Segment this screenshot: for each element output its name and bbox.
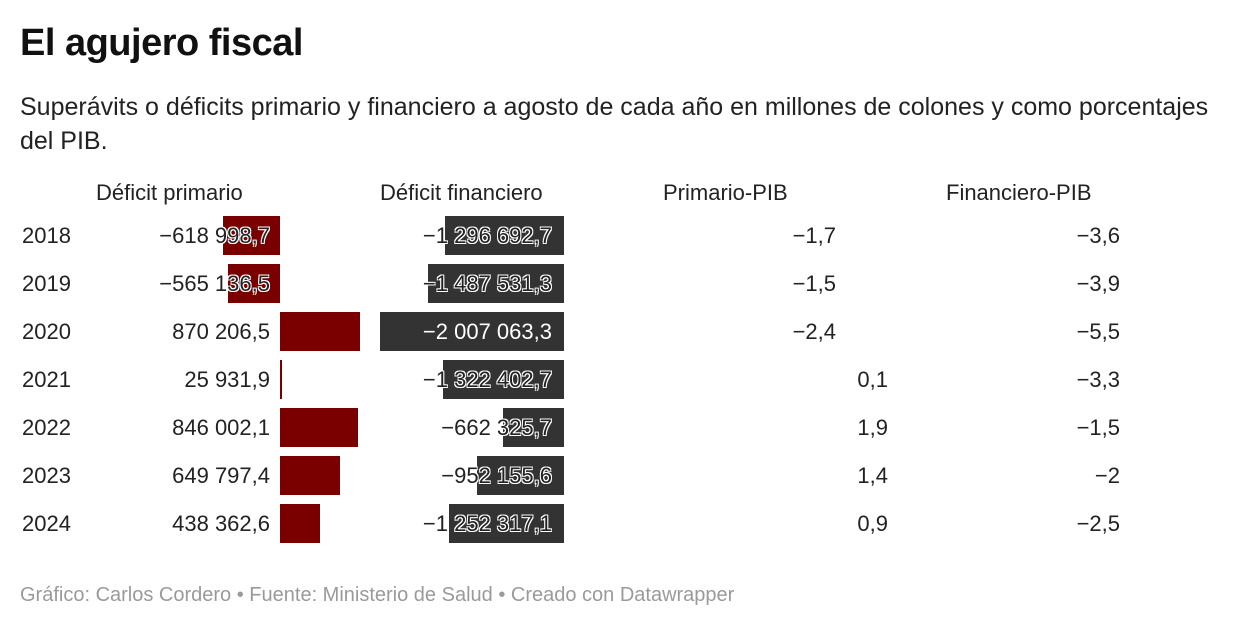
- bar-primario: [280, 360, 283, 399]
- table-row: 2018 −618 998,7 −1 296 692,7 −1,7 −3,6: [0, 216, 1240, 256]
- row-year: 2022: [22, 415, 71, 440]
- value-financiero-pib: −2: [1094, 463, 1120, 488]
- row-year: 2019: [22, 271, 71, 296]
- bar-financiero: [380, 312, 564, 351]
- column-header-primario-pib: Primario-PIB: [663, 180, 788, 205]
- value-financiero: −2 007 063,3: [422, 319, 552, 344]
- bar-financiero: [449, 504, 564, 543]
- value-primario: 649 797,4: [172, 463, 270, 488]
- value-primario-pib: 1,4: [857, 463, 888, 488]
- table-row: 2020 870 206,5 −2 007 063,3 −2,4 −5,5: [0, 312, 1240, 352]
- value-financiero-pib: −3,3: [1076, 367, 1120, 392]
- value-financiero-pib: −1,5: [1076, 415, 1120, 440]
- value-financiero: −1 487 531,3: [422, 271, 552, 296]
- value-primario: −565 136,5: [159, 271, 270, 296]
- row-year: 2021: [22, 367, 71, 392]
- bar-financiero: [445, 216, 564, 255]
- row-year: 2020: [22, 319, 71, 344]
- value-financiero: −1 252 317,1: [422, 511, 552, 536]
- value-primario-pib: 1,9: [857, 415, 888, 440]
- chart-subtitle: Superávits o déficits primario y financi…: [20, 93, 1209, 155]
- value-financiero: −662 325,7: [441, 415, 552, 440]
- value-primario-pib: −1,7: [792, 223, 836, 248]
- bar-primario: [280, 504, 321, 543]
- value-financiero-pib: −3,6: [1076, 223, 1120, 248]
- chart-title: El agujero fiscal: [20, 22, 303, 64]
- bar-primario: [280, 456, 340, 495]
- bar-primario: [280, 312, 360, 351]
- row-year: 2024: [22, 511, 71, 536]
- bar-primario: [223, 216, 280, 255]
- table-row: 2023 649 797,4 −952 155,6 1,4 −2: [0, 456, 1240, 496]
- column-header-financiero: Déficit financiero: [380, 180, 543, 205]
- table-row: 2021 25 931,9 −1 322 402,7 0,1 −3,3: [0, 360, 1240, 400]
- footer-credits: Gráfico: Carlos Cordero • Fuente: Minist…: [20, 584, 735, 606]
- value-financiero: −1 296 692,7: [422, 223, 552, 248]
- value-primario: −618 998,7: [159, 223, 270, 248]
- bar-financiero: [427, 264, 564, 303]
- value-primario: 846 002,1: [172, 415, 270, 440]
- table-row: 2024 438 362,6 −1 252 317,1 0,9 −2,5: [0, 504, 1240, 544]
- value-financiero-pib: −2,5: [1076, 511, 1120, 536]
- bar-financiero: [442, 360, 564, 399]
- table-row: 2019 −565 136,5 −1 487 531,3 −1,5 −3,9: [0, 264, 1240, 304]
- bar-financiero: [503, 408, 564, 447]
- value-financiero-pib: −5,5: [1076, 319, 1120, 344]
- bar-financiero: [476, 456, 564, 495]
- row-year: 2018: [22, 223, 71, 248]
- value-financiero: −1 322 402,7: [422, 367, 552, 392]
- bar-primario: [280, 408, 358, 447]
- row-year: 2023: [22, 463, 71, 488]
- column-header-primario: Déficit primario: [96, 180, 243, 205]
- bar-primario: [228, 264, 280, 303]
- value-primario: 438 362,6: [172, 511, 270, 536]
- value-financiero: −952 155,6: [441, 463, 552, 488]
- column-header-financiero-pib: Financiero-PIB: [946, 180, 1092, 205]
- value-primario: 25 931,9: [184, 367, 270, 392]
- value-primario-pib: −2,4: [792, 319, 836, 344]
- value-financiero-pib: −3,9: [1076, 271, 1120, 296]
- table-row: 2022 846 002,1 −662 325,7 1,9 −1,5: [0, 408, 1240, 448]
- value-primario-pib: 0,9: [857, 511, 888, 536]
- value-primario-pib: −1,5: [792, 271, 836, 296]
- value-primario-pib: 0,1: [857, 367, 888, 392]
- value-primario: 870 206,5: [172, 319, 270, 344]
